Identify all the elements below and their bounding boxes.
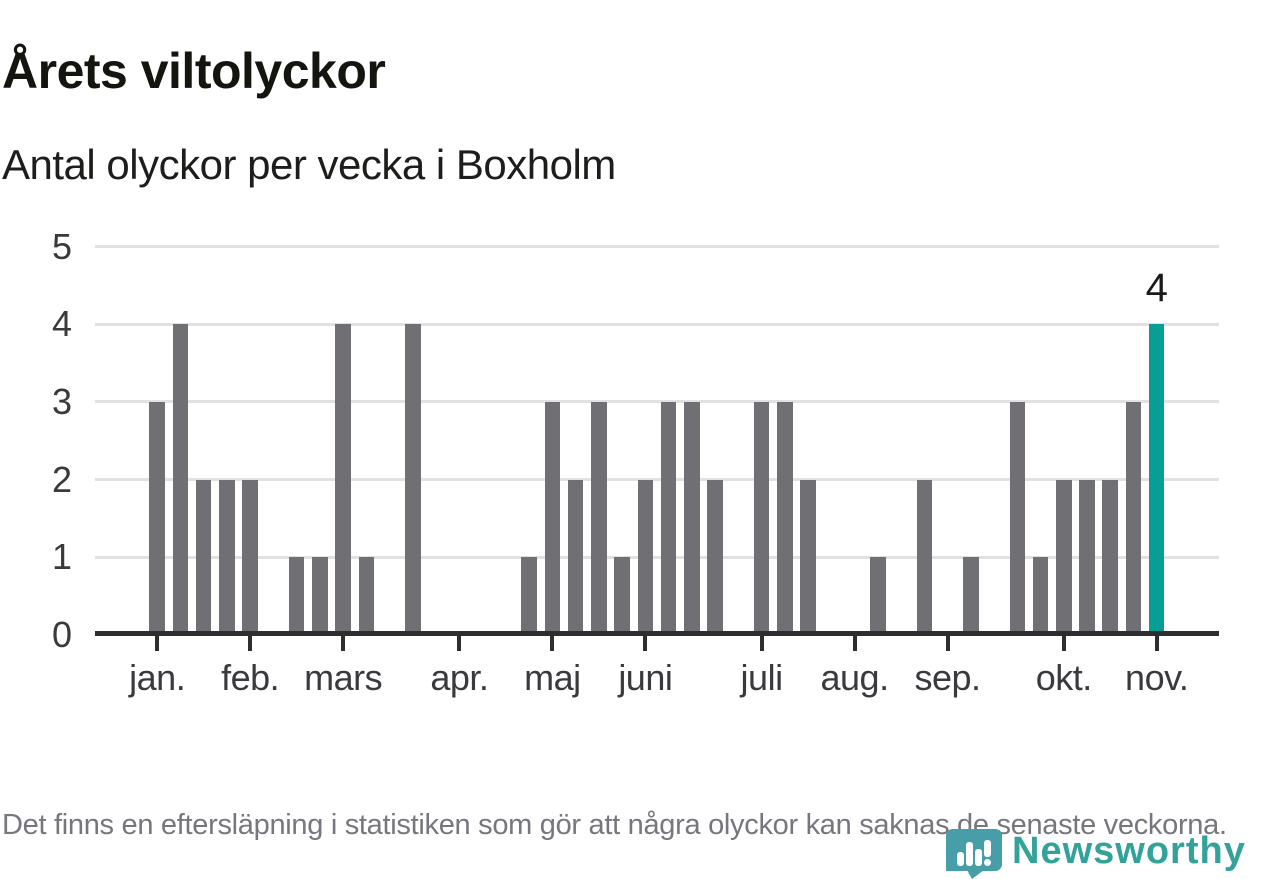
month-tick <box>1154 636 1159 651</box>
bar-value-label: 4 <box>1145 266 1168 310</box>
bar <box>312 557 328 631</box>
bar <box>1056 479 1072 631</box>
bar <box>149 401 165 631</box>
month-tick <box>852 636 857 651</box>
month-label: juli <box>740 657 784 698</box>
bar <box>1032 557 1049 631</box>
month-tick <box>759 636 764 651</box>
month-tick <box>550 636 555 651</box>
bar <box>1102 479 1118 631</box>
bar <box>684 401 700 631</box>
y-axis-label: 4 <box>51 303 72 345</box>
highlight-bar <box>1148 324 1165 631</box>
gridline <box>95 400 1219 404</box>
bar <box>335 324 351 631</box>
y-axis-label: 3 <box>51 380 72 422</box>
bar <box>753 401 770 631</box>
month-label: maj <box>524 657 581 698</box>
bar <box>1079 479 1095 631</box>
newsworthy-pin-icon <box>946 828 1003 879</box>
bar <box>800 479 816 631</box>
month-tick <box>248 636 253 651</box>
month-label: jan. <box>129 657 186 698</box>
bar <box>1009 401 1025 631</box>
bar <box>777 401 793 631</box>
newsworthy-logo: Newsworthy <box>946 828 1246 879</box>
bar <box>358 557 375 631</box>
gridline <box>95 322 1219 326</box>
month-tick <box>1061 636 1066 651</box>
month-label: sep. <box>914 657 981 698</box>
footer-note: Det finns en eftersläpning i statistiken… <box>2 809 1227 841</box>
gridline <box>95 478 1219 482</box>
month-label: aug. <box>820 657 890 698</box>
x-axis-line <box>95 631 1219 636</box>
bar <box>242 479 258 631</box>
bar <box>405 324 421 631</box>
newsworthy-wordmark: Newsworthy <box>1012 830 1246 872</box>
bar <box>870 557 886 631</box>
bar <box>1125 401 1142 631</box>
bar <box>219 479 235 631</box>
month-tick <box>155 636 160 651</box>
bar <box>614 557 630 631</box>
gridline <box>95 245 1219 248</box>
month-label: mars <box>304 657 383 698</box>
bar <box>637 479 654 631</box>
bar <box>172 324 189 631</box>
month-tick <box>643 636 648 651</box>
chart-subtitle: Antal olyckor per vecka i Boxholm <box>2 141 616 188</box>
month-label: okt. <box>1035 657 1093 698</box>
bar <box>660 401 677 631</box>
bar <box>544 401 561 631</box>
bar <box>521 557 537 631</box>
month-label: juni <box>618 657 673 698</box>
month-label: nov. <box>1125 657 1189 698</box>
y-axis-label: 5 <box>51 225 72 267</box>
month-tick <box>341 636 346 651</box>
y-axis-label: 2 <box>51 458 72 500</box>
month-tick <box>457 636 462 651</box>
bar <box>195 479 212 631</box>
bar <box>567 479 584 631</box>
bar <box>707 479 723 631</box>
chart-title: Årets viltolyckor <box>2 42 386 99</box>
y-axis-label: 0 <box>51 614 72 655</box>
gridline <box>95 555 1219 559</box>
bar <box>963 557 979 631</box>
y-axis-label: 1 <box>51 536 72 578</box>
month-label: apr. <box>430 657 489 698</box>
bar <box>591 401 607 631</box>
month-label: feb. <box>221 657 280 698</box>
month-tick <box>945 636 950 651</box>
bar <box>288 557 305 631</box>
bar <box>916 479 933 631</box>
